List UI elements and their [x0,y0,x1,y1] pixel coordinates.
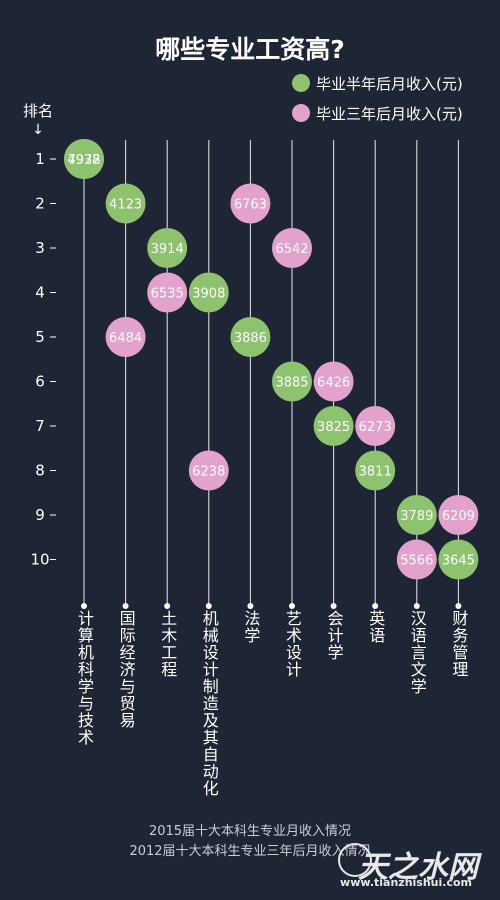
category-label: 汉语言文学 [407,610,427,695]
legend: 毕业半年后月收入(元) 毕业三年后月收入(元) [292,68,463,128]
rank-tick-label: 4 [35,284,45,302]
three-year-income-point [188,450,229,491]
half-year-income-label: 3825 [317,420,350,435]
half-year-income-point [230,317,271,357]
half-year-income-label: 4978 [67,153,100,168]
category-label: 艺术设计 [283,610,302,678]
arrow-down-icon: ↓ [32,122,44,138]
rank-tick-label: 3 [35,239,45,257]
three-year-income-label: 6542 [275,242,308,257]
half-year-income-label: 3914 [151,242,184,257]
footer-line-1: 2015届十大本科生专业月收入情况 [148,824,352,839]
category-marker-dot [289,603,295,609]
three-year-income-label: 6484 [109,331,142,346]
legend-label-three-year: 毕业三年后月收入(元) [316,104,463,123]
rank-axis-label: 排名 [22,102,53,120]
category-marker-dot [81,603,87,609]
half-year-income-point [438,539,479,580]
category-marker-dot [205,603,212,609]
category-label: 土木工程 [158,610,178,678]
half-year-income-label: 3811 [359,465,392,480]
rank-tick-label: 6 [35,373,45,391]
legend-item-half-year: 毕业半年后月收入(元) [292,68,463,98]
logo-seal-icon [338,843,372,877]
three-year-income-label: 7932 [67,153,100,168]
rank-tick-label: 10 [30,551,49,569]
category-label: 计算机科学与技术 [75,610,94,746]
footer-notes: 2015届十大本科生专业月收入情况 2012届十大本科生专业三年后月收入情况 [0,822,500,862]
half-year-income-point [64,139,104,179]
half-year-income-label: 3885 [275,376,308,391]
half-year-income-label: 3645 [442,554,475,569]
half-year-income-label: 3789 [400,509,433,524]
legend-label-half-year: 毕业半年后月收入(元) [316,74,463,93]
three-year-income-point [396,539,437,580]
page-title: 哪些专业工资高? [155,35,345,64]
category-label: 英语 [366,610,386,644]
three-year-income-label: 5566 [400,554,433,569]
half-year-income-point [355,450,396,491]
half-year-income-point [272,361,312,402]
category-marker-dot [247,603,254,609]
category-marker-dot [122,603,129,609]
category-marker-dot [164,603,171,609]
half-year-income-label: 3908 [192,287,225,302]
three-year-income-point [230,183,271,224]
half-year-income-label: 3886 [234,331,267,346]
three-year-income-label: 6273 [359,420,392,435]
half-year-income-label: 4123 [109,198,142,213]
three-year-income-point [355,406,396,446]
rank-tick-label: 9 [35,506,45,524]
footer-line-2: 2012届十大本科生专业三年后月收入情况 [129,844,371,859]
three-year-income-point [147,272,188,313]
legend-swatch-three-year [292,104,310,122]
three-year-income-label: 6535 [151,287,184,302]
chart-svg: 1 2 3 4 5 6 7 8 9 10 7932 6763 6542 6535 6484 6426 6273 6… [30,139,479,609]
category-marker-dot [413,603,420,609]
rank-tick-label: 2 [35,195,45,213]
category-marker-dot [455,603,462,609]
three-year-income-label: 6763 [234,198,267,213]
three-year-income-label: 6209 [442,509,475,524]
category-marker-dot [330,603,337,609]
legend-item-three-year: 毕业三年后月收入(元) [292,98,463,128]
legend-swatch-half-year [292,74,310,92]
category-label: 国际经济与贸易 [116,610,136,729]
rank-tick-label: 5 [35,328,45,346]
category-label: 财务管理 [449,610,469,678]
category-label: 机械设计制造及其自动化 [199,610,219,797]
category-label: 会计学 [324,610,344,661]
three-year-income-point [272,228,312,268]
rank-tick-label: 8 [35,462,45,480]
half-year-income-point [396,495,437,535]
three-year-income-point [105,317,146,357]
half-year-income-point [105,183,146,224]
rank-tick-label: 7 [35,417,45,435]
half-year-income-point [188,272,229,313]
three-year-income-label: 6238 [192,465,225,480]
three-year-income-point [438,495,479,535]
category-marker-dot [372,603,379,609]
half-year-income-point [313,406,354,446]
three-year-income-label: 6426 [317,376,350,391]
three-year-income-point [313,361,354,402]
watermark-brand: 天之水网 [358,850,478,885]
watermark-url: www.tianzhishui.com [340,876,472,889]
half-year-income-point [147,228,188,268]
category-label: 法学 [241,610,261,644]
rank-tick-label: 1 [35,150,45,168]
rank-axis-title: 排名 ↓ [20,100,56,137]
